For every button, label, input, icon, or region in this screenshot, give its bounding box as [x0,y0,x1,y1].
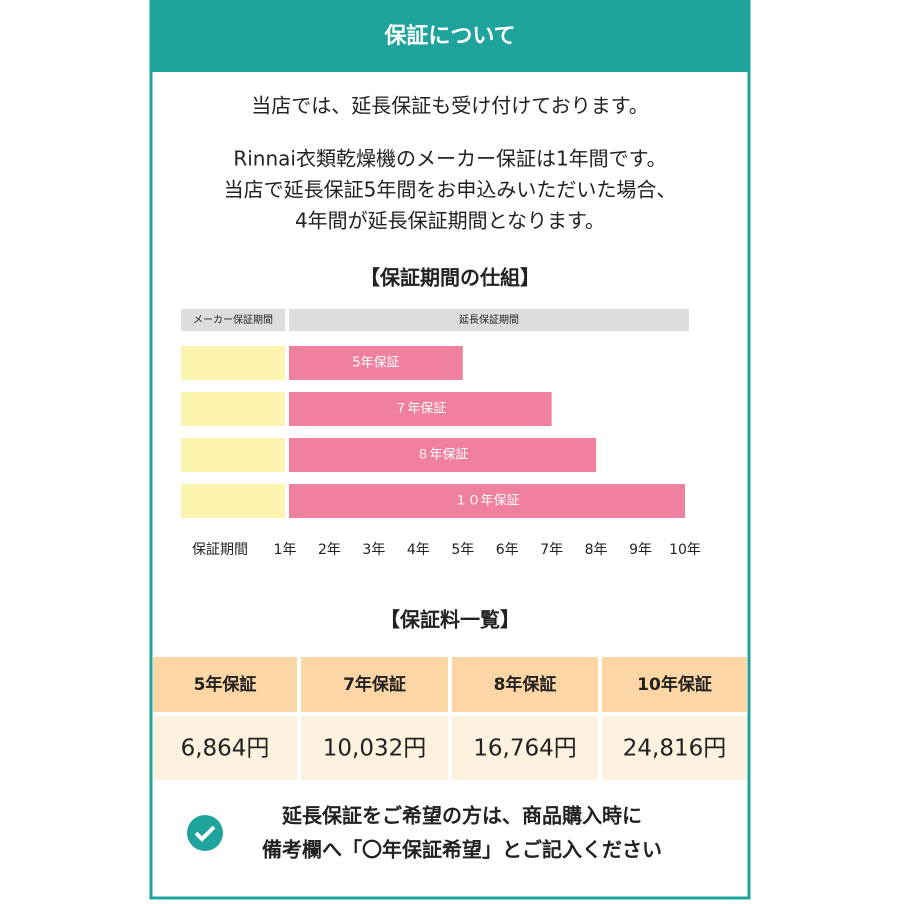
note-text: 備考欄へ「〇年保証希望」とご記入ください [262,838,662,862]
header-title: 保証について [383,23,515,49]
intro-text: 当店では、延長保証も受け付けております。 [251,94,648,118]
extended-bar [289,392,552,426]
maker-bar [181,484,285,518]
table-cell [452,716,598,780]
check-mark [194,825,216,842]
intro-text: 4年間が延長保証期間となります。 [295,209,605,233]
maker-bar [181,438,285,472]
price: 10,032円 [323,736,426,762]
header-bar [150,0,750,72]
x-tick-label: 3年 [362,542,385,558]
bar-label: 5年保証 [352,356,399,371]
x-tick-label: 6年 [496,542,519,558]
x-tick-label: 8年 [585,542,608,558]
table-title: 【保証料一覧】 [380,608,520,632]
price: 16,764円 [473,736,576,762]
maker-bar [181,392,285,426]
table-header: 10年保証 [637,674,712,695]
extended-bar [289,438,597,472]
table-cell [301,716,448,780]
bar-label: １０年保証 [454,494,519,509]
axis-title: 保証期間 [192,542,248,558]
bar-label: ８年保証 [417,448,469,463]
table-cell [602,716,747,780]
table-header: 8年保証 [494,674,557,695]
intro-text: Rinnai衣類乾燥機のメーカー保証は1年間です。 [233,147,666,171]
x-tick-label: 4年 [407,542,430,558]
bar-label: ７年保証 [394,402,446,417]
x-tick-label: 2年 [318,542,341,558]
extended-bar [289,346,463,380]
table-header-cell [602,657,747,712]
extended-bar [289,484,685,518]
x-tick-label: 7年 [540,542,563,558]
price: 24,816円 [623,736,726,762]
table-header-cell [153,657,297,712]
maker-label: メーカー保証期間 [193,313,273,326]
table-header: 5年保証 [194,674,257,695]
x-tick-label: 9年 [629,542,652,558]
table-header-cell [301,657,448,712]
extended-label: 延長保証期間 [459,313,519,326]
extended-header [289,309,689,331]
maker-header [181,309,285,331]
check-icon [187,815,223,851]
note-text: 延長保証をご希望の方は、商品購入時に [281,804,642,828]
x-tick-label: 10年 [669,542,701,558]
table-cell [153,716,297,780]
price: 6,864円 [181,736,270,762]
table-header: 7年保証 [343,674,406,695]
intro-text: 当店で延長保証5年間をお申込みいただいた場合、 [224,178,677,202]
maker-bar [181,346,285,380]
diagram-title: 【保証期間の仕組】 [360,266,540,290]
x-tick-label: 5年 [451,542,474,558]
table-header-cell [452,657,598,712]
x-tick-label: 1年 [274,542,297,558]
